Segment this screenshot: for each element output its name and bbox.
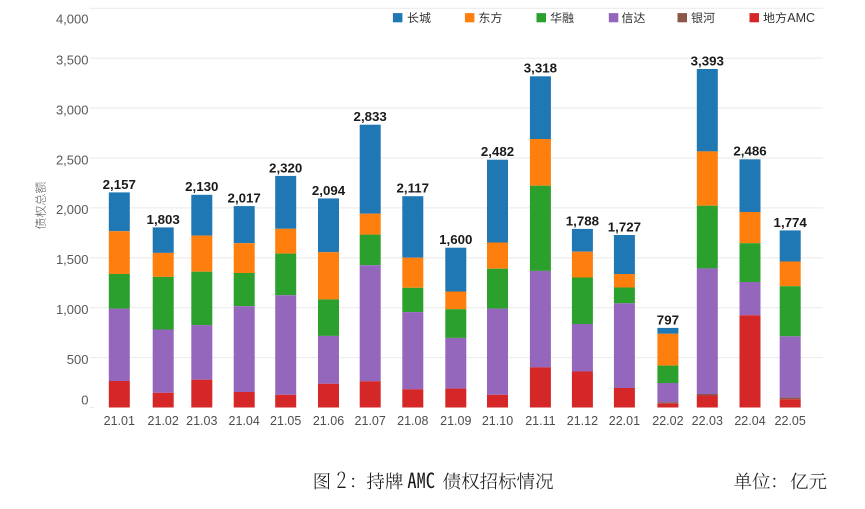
svg-text:797: 797 — [657, 312, 679, 327]
svg-text:2,486: 2,486 — [733, 144, 766, 159]
svg-text:1,788: 1,788 — [566, 213, 599, 228]
svg-text:2,833: 2,833 — [354, 109, 387, 124]
svg-text:2,320: 2,320 — [269, 160, 302, 175]
svg-text:AMC: AMC — [787, 11, 815, 25]
svg-text:21.08: 21.08 — [397, 414, 428, 428]
svg-text:2,482: 2,482 — [481, 144, 514, 159]
svg-text:1,000: 1,000 — [56, 302, 89, 317]
svg-text:1,600: 1,600 — [439, 232, 472, 247]
svg-text:21.06: 21.06 — [313, 414, 344, 428]
svg-text:21.02: 21.02 — [148, 414, 179, 428]
svg-text:2,130: 2,130 — [185, 179, 218, 194]
svg-text:22.05: 22.05 — [775, 414, 806, 428]
svg-text:21.10: 21.10 — [482, 414, 513, 428]
svg-text:22.03: 22.03 — [692, 414, 723, 428]
svg-text:21.03: 21.03 — [186, 414, 217, 428]
svg-text:2,157: 2,157 — [103, 177, 136, 192]
svg-text:22.01: 22.01 — [609, 414, 640, 428]
svg-text:22.04: 22.04 — [734, 414, 765, 428]
svg-text:21.01: 21.01 — [104, 414, 135, 428]
svg-text:1,500: 1,500 — [56, 252, 89, 267]
svg-text:1,803: 1,803 — [147, 212, 180, 227]
svg-text:3,500: 3,500 — [56, 53, 89, 68]
svg-text:2,117: 2,117 — [397, 181, 430, 196]
svg-text:22.02: 22.02 — [652, 414, 683, 428]
svg-text:0: 0 — [81, 393, 88, 408]
svg-text:3,318: 3,318 — [524, 61, 557, 76]
svg-text:21.04: 21.04 — [229, 414, 260, 428]
svg-text:2,500: 2,500 — [56, 152, 89, 167]
svg-text:500: 500 — [67, 352, 89, 367]
svg-text:2,094: 2,094 — [312, 183, 346, 198]
svg-text:1,774: 1,774 — [774, 215, 808, 230]
svg-text:21.12: 21.12 — [567, 414, 598, 428]
svg-text:2,017: 2,017 — [228, 191, 261, 206]
svg-text:21.11: 21.11 — [525, 414, 555, 428]
svg-text:2,000: 2,000 — [56, 202, 89, 217]
svg-text:3,393: 3,393 — [691, 53, 724, 68]
svg-text:21.09: 21.09 — [440, 414, 471, 428]
svg-text:3,000: 3,000 — [56, 102, 89, 117]
svg-text:1,727: 1,727 — [608, 219, 641, 234]
svg-text:21.07: 21.07 — [355, 414, 386, 428]
svg-text:4,000: 4,000 — [56, 11, 89, 26]
svg-text:21.05: 21.05 — [270, 414, 301, 428]
